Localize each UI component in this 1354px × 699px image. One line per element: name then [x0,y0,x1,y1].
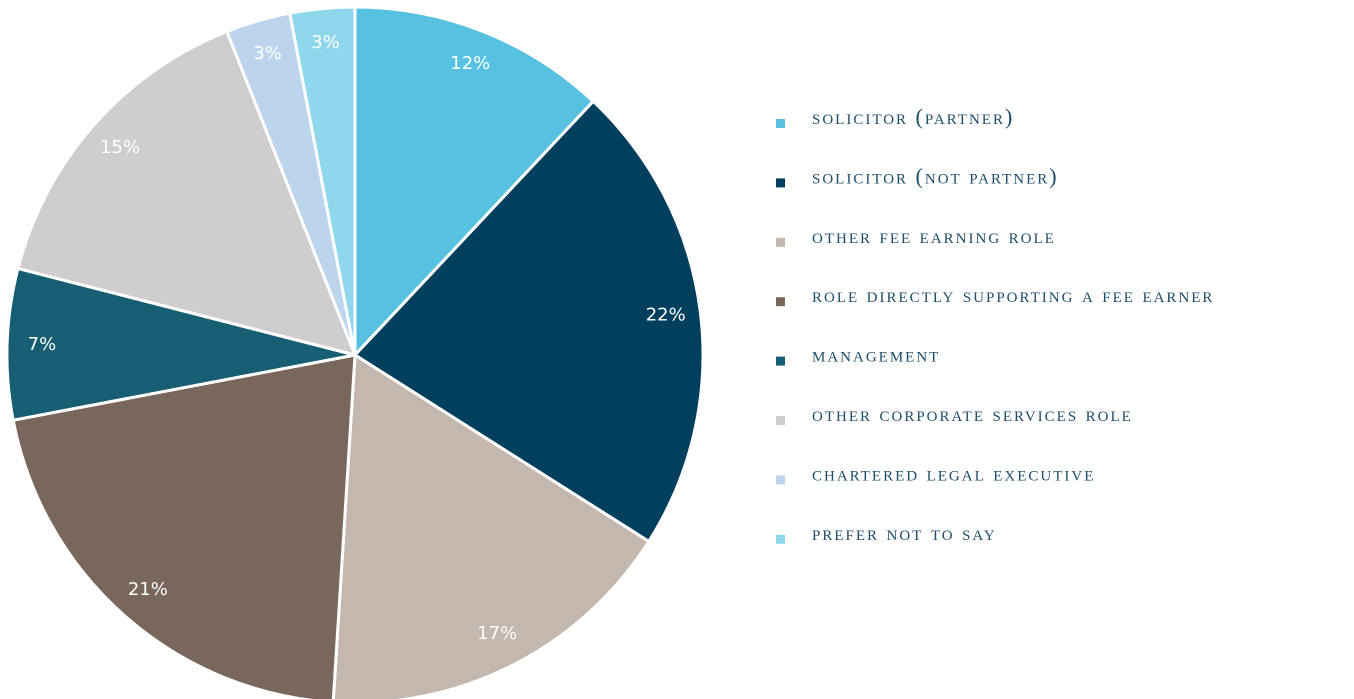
legend-swatch [776,356,785,366]
pie-slice [288,5,357,356]
pie-slice [16,29,358,358]
legend-label: other corporate services role [812,401,1133,426]
legend-swatch [776,416,785,425]
pie-slice [5,266,356,422]
value-label: 12% [450,53,490,74]
legend-swatch [776,119,785,128]
legend-label: management [812,342,940,367]
pie-slice [331,352,651,699]
value-label: 3% [253,43,282,64]
pie-slice [352,99,705,544]
legend-swatch [776,237,785,247]
legend-swatch [776,178,785,188]
value-label: 21% [128,579,168,600]
value-label: 15% [100,137,140,158]
legend-swatch [776,534,785,544]
pie-slice [11,353,357,699]
legend-label: solicitor (not partner) [812,163,1059,188]
legend-label: role directly supporting a fee earner [812,282,1214,307]
legend-swatch [776,475,785,485]
legend-label: prefer not to say [812,520,997,545]
legend-label: solicitor (partner) [812,104,1014,129]
value-label: 17% [477,623,517,644]
legend-label: other fee earning role [812,223,1056,248]
legend-label: chartered Legal Executive [812,460,1095,485]
value-label: 22% [646,305,686,326]
value-label: 7% [28,334,57,355]
pie-slice [353,5,596,359]
legend-swatch [776,297,785,307]
value-label: 3% [311,32,340,53]
